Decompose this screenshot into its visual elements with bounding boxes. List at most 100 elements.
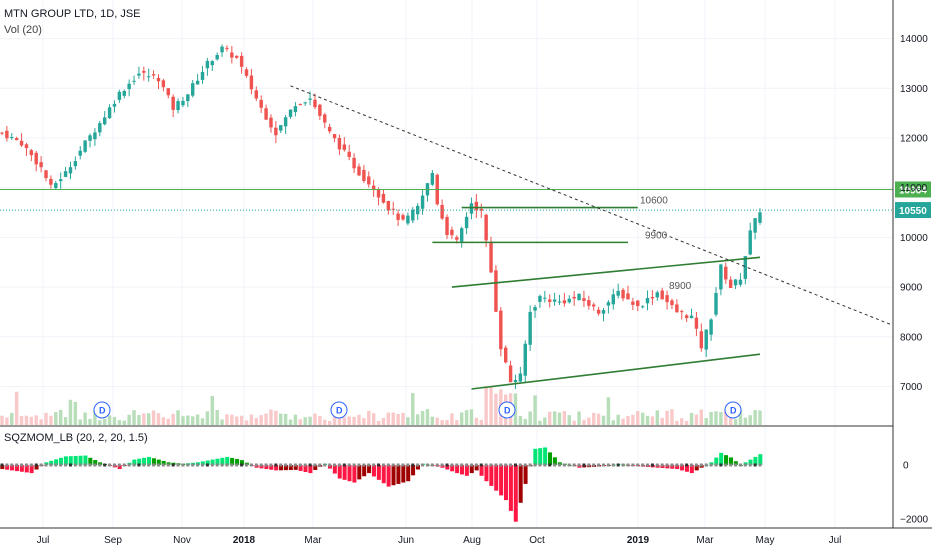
candle-body	[474, 201, 479, 211]
volume-bar	[146, 413, 151, 425]
candle-body	[200, 71, 205, 80]
candle-body	[239, 55, 244, 67]
date-tick-label: Jul	[829, 535, 842, 546]
candle-body	[523, 343, 527, 376]
date-tick-label: Aug	[463, 535, 481, 546]
candle-body	[308, 98, 312, 100]
momentum-bar	[401, 465, 406, 483]
volume-bar	[151, 410, 156, 425]
momentum-bar	[376, 465, 381, 480]
squeeze-dot	[704, 463, 708, 467]
momentum-bar	[19, 465, 24, 472]
squeeze-dot	[421, 463, 425, 467]
squeeze-dot	[450, 463, 454, 467]
squeeze-dot	[249, 463, 253, 467]
volume-bar	[371, 413, 376, 425]
candle-body	[235, 55, 239, 58]
candle-body	[303, 102, 307, 104]
squeeze-dot	[362, 463, 366, 467]
squeeze-dot	[650, 463, 654, 467]
volume-bar	[582, 419, 586, 425]
squeeze-dot	[298, 463, 302, 467]
candle-body	[420, 195, 425, 209]
candle-body	[714, 293, 718, 315]
momentum-bar	[396, 465, 401, 484]
momentum-bar	[0, 465, 5, 470]
squeeze-dot	[406, 463, 410, 467]
volume-bar	[264, 413, 268, 425]
momentum-bar	[29, 465, 34, 474]
volume-bar	[357, 414, 361, 425]
squeeze-dot	[719, 463, 723, 467]
volume-bar	[274, 410, 278, 425]
volume-bar	[259, 415, 263, 425]
squeeze-dot	[724, 463, 728, 467]
momentum-bar	[694, 465, 699, 471]
candle-body	[440, 204, 444, 219]
candle-body	[156, 77, 161, 82]
squeeze-dot	[196, 463, 200, 467]
squeeze-dot	[337, 463, 341, 467]
momentum-bar	[313, 465, 318, 470]
momentum-bar	[381, 465, 386, 484]
squeeze-dot	[646, 463, 650, 467]
date-tick-label: Jul	[37, 535, 50, 546]
candle-body	[146, 76, 151, 78]
candle-body	[640, 306, 645, 308]
dividend-marker-label: D	[730, 406, 737, 416]
momentum-bar	[303, 465, 308, 473]
candle-body	[611, 294, 616, 305]
volume-bar	[636, 411, 640, 425]
squeeze-dot	[240, 463, 244, 467]
volume-bar	[298, 419, 303, 425]
price-tick-label: 10000	[900, 233, 928, 244]
candle-body	[587, 300, 591, 306]
momentum-bar	[5, 465, 10, 470]
candle-body	[171, 96, 175, 110]
candle-body	[665, 295, 669, 303]
momentum-bar	[235, 459, 240, 465]
squeeze-dot	[269, 463, 273, 467]
candle-body	[78, 150, 82, 156]
candle-body	[44, 170, 48, 179]
squeeze-dot	[504, 463, 508, 467]
momentum-bar	[675, 465, 680, 470]
squeeze-dot	[592, 463, 596, 467]
squeeze-dot	[186, 463, 190, 467]
indicator-legend[interactable]: SQZMOM_LB (20, 2, 20, 1.5)	[4, 432, 148, 444]
volume-bar	[611, 420, 616, 425]
momentum-bar	[215, 458, 220, 465]
candle-body	[748, 230, 752, 255]
price-tick-label: 9000	[900, 283, 923, 294]
volume-bar	[670, 409, 674, 425]
squeeze-dot	[641, 463, 645, 467]
momentum-bar	[513, 465, 518, 522]
candle-body	[450, 229, 454, 236]
volume-bar	[587, 417, 591, 425]
volume-bar	[107, 415, 112, 425]
level-annotation: 8900	[669, 281, 692, 292]
volume-bar	[44, 412, 48, 425]
momentum-bar	[337, 465, 342, 479]
squeeze-dot	[460, 463, 464, 467]
volume-bar	[63, 417, 68, 425]
squeeze-dot	[20, 463, 24, 467]
momentum-bar	[156, 459, 161, 465]
volume-bar	[733, 419, 738, 425]
volume-bar	[176, 410, 180, 425]
candle-body	[738, 279, 743, 285]
candle-body	[24, 144, 29, 149]
volume-bar	[308, 416, 312, 425]
squeeze-dot	[88, 463, 92, 467]
volume-legend[interactable]: Vol (20)	[4, 24, 42, 36]
candle-body	[518, 373, 523, 382]
momentum-bar	[357, 465, 362, 480]
candle-body	[699, 331, 704, 349]
volume-bar	[489, 387, 493, 425]
candle-body	[719, 264, 723, 290]
candle-body	[494, 270, 498, 312]
symbol-title[interactable]: MTN GROUP LTD, 1D, JSE	[4, 8, 141, 20]
volume-bar	[249, 414, 254, 425]
volume-bar	[464, 410, 469, 425]
